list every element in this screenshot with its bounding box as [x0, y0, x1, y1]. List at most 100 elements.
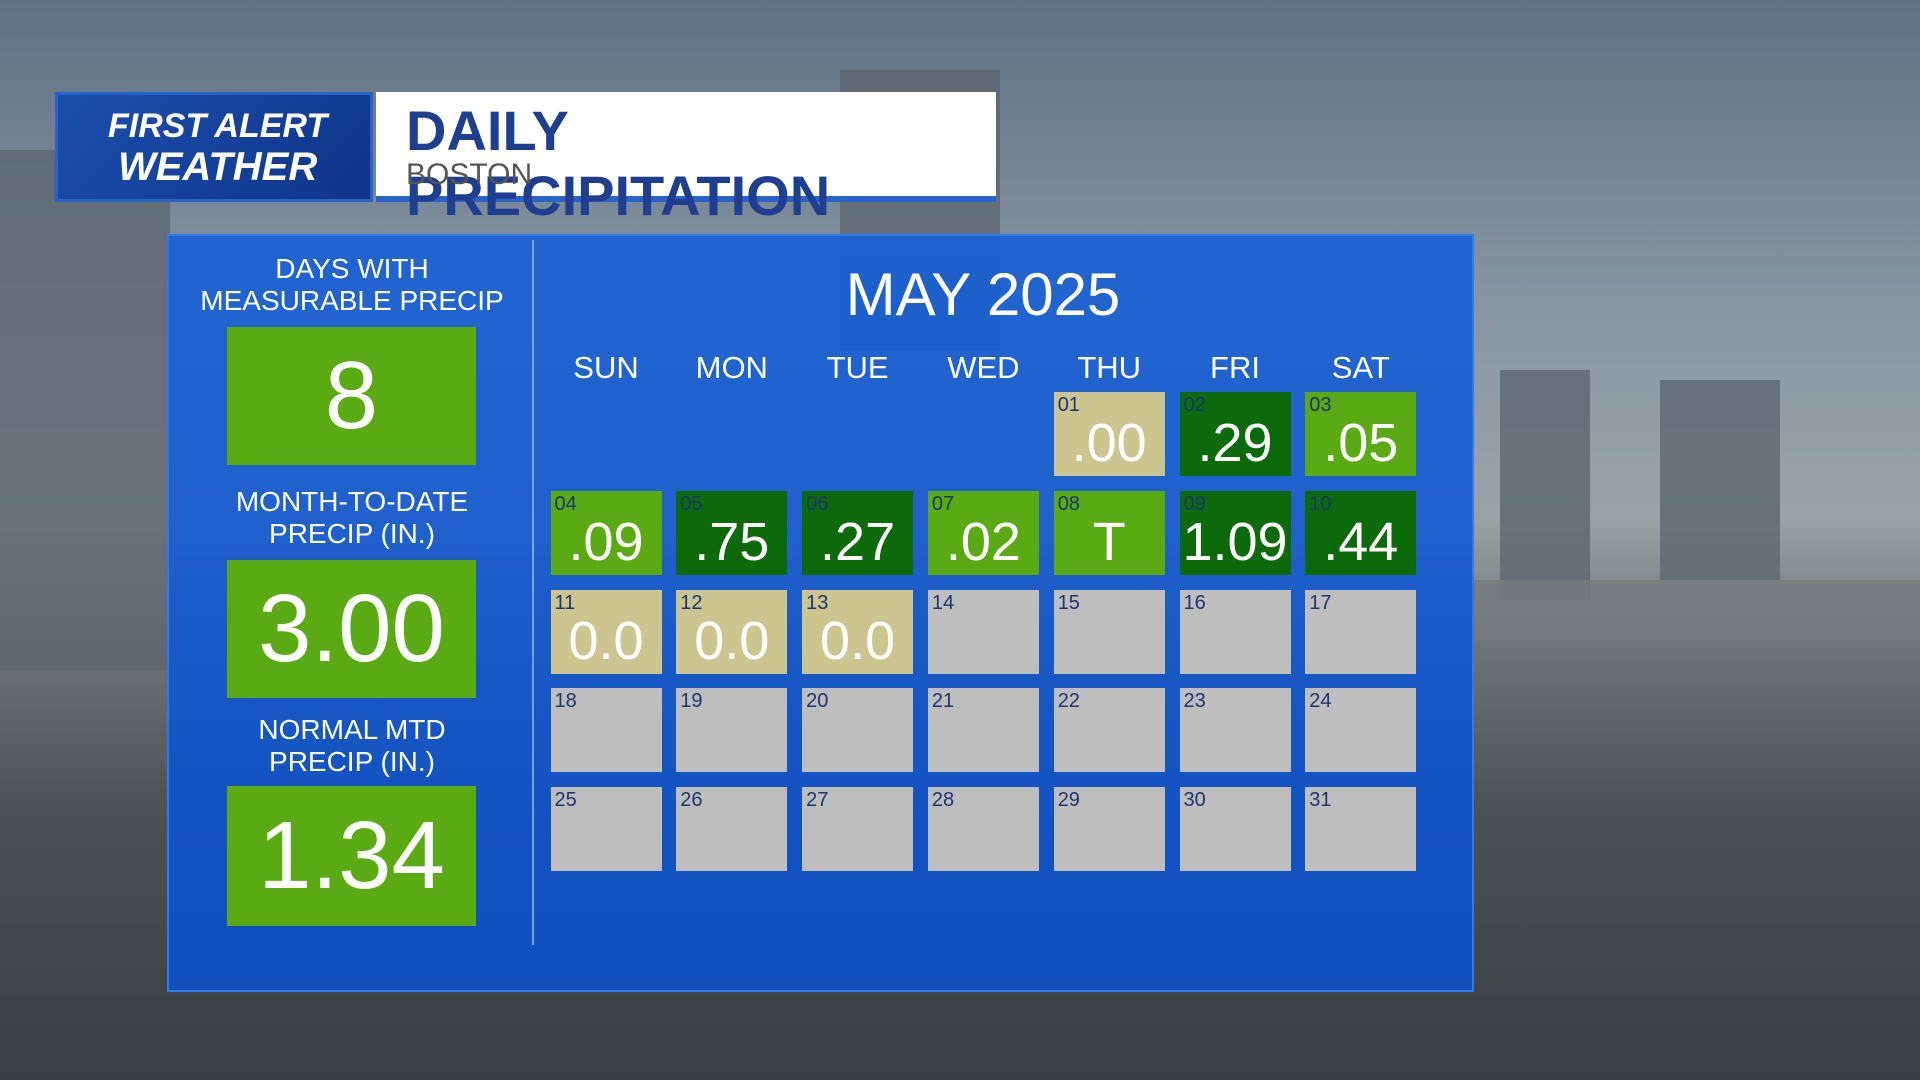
day-number: 15 — [1057, 591, 1080, 614]
day-cell: 15 — [1053, 589, 1165, 674]
day-number: 29 — [1057, 789, 1080, 812]
day-precip: 0.0 — [820, 610, 896, 671]
stat-value: 8 — [227, 327, 476, 465]
day-cell: 01.00 — [1053, 392, 1165, 476]
day-cell: 26 — [676, 787, 788, 872]
day-number: 24 — [1309, 690, 1332, 713]
day-number: 08 — [1057, 492, 1080, 515]
day-cell: 16 — [1179, 589, 1291, 674]
logo: FIRST ALERT WEATHER — [55, 92, 373, 202]
day-cell: 24 — [1305, 688, 1417, 773]
weekday: SUN — [573, 350, 639, 385]
day-number: 31 — [1309, 789, 1332, 812]
day-cell: 31 — [1305, 787, 1417, 872]
weekday: MON — [695, 350, 768, 385]
day-cell: 04.09 — [550, 490, 662, 575]
day-precip: 0.0 — [568, 610, 644, 671]
day-number: 14 — [931, 591, 955, 614]
weekday: FRI — [1210, 350, 1260, 385]
day-cell: 08 T — [1053, 490, 1165, 575]
weekday: TUE — [826, 350, 889, 385]
stat-label: PRECIP (IN.) — [269, 518, 435, 549]
day-cell: 10.44 — [1305, 490, 1417, 575]
day-number: 10 — [1309, 492, 1332, 515]
stat-value: 1.34 — [227, 786, 476, 926]
day-cell: 12 0.0 — [676, 589, 788, 674]
day-number: 12 — [680, 591, 703, 614]
day-cell: 29 — [1053, 787, 1165, 872]
day-precip: 0.0 — [694, 610, 770, 671]
day-number: 02 — [1183, 394, 1206, 416]
day-number: 03 — [1309, 394, 1332, 416]
subtitle: BOSTON — [406, 158, 533, 191]
background-building — [1660, 380, 1780, 580]
day-precip: T — [1092, 511, 1126, 572]
day-precip: .09 — [568, 511, 644, 572]
day-cell: 13 0.0 — [802, 589, 914, 674]
day-number: 30 — [1183, 789, 1206, 812]
day-number: 21 — [931, 690, 955, 713]
day-number: 25 — [554, 789, 577, 812]
day-cell: 17 — [1305, 589, 1417, 674]
logo-line: WEATHER — [118, 145, 318, 189]
day-cell: 21 — [927, 688, 1039, 773]
day-number: 17 — [1309, 591, 1332, 614]
day-number: 09 — [1183, 492, 1206, 515]
day-precip: .00 — [1071, 413, 1147, 473]
day-precip: .29 — [1197, 413, 1273, 473]
day-cell: 07.02 — [927, 490, 1039, 575]
stat-value: 3.00 — [227, 560, 476, 698]
day-cell: 20 — [802, 688, 914, 773]
day-number: 13 — [806, 591, 829, 614]
stat-label: DAYS WITH — [275, 253, 429, 284]
calendar-title: MAY 2025 — [845, 261, 1121, 328]
day-cell: 27 — [802, 787, 914, 872]
day-number: 18 — [554, 690, 577, 713]
weekday: THU — [1077, 350, 1142, 385]
day-number: 20 — [806, 690, 829, 713]
day-precip: .75 — [694, 511, 770, 572]
title-box: DAILY PRECIPITATION BOSTON — [376, 92, 996, 227]
day-cell: 28 — [927, 787, 1039, 872]
day-number: 07 — [931, 492, 955, 515]
weekday: SAT — [1331, 350, 1390, 385]
divider — [532, 240, 534, 945]
day-number: 04 — [554, 492, 577, 515]
day-precip: .05 — [1323, 413, 1399, 473]
day-number: 27 — [806, 789, 829, 812]
day-number: 05 — [680, 492, 703, 515]
day-cell: 11 0.0 — [550, 589, 662, 674]
day-number: 16 — [1183, 591, 1206, 614]
day-precip: 1.09 — [1182, 511, 1288, 572]
day-precip: .27 — [820, 511, 896, 572]
day-cell: 03.05 — [1305, 392, 1417, 476]
day-cell: 23 — [1179, 688, 1291, 773]
stat-label: MEASURABLE PRECIP — [200, 285, 504, 316]
stat-label: NORMAL MTD — [258, 714, 446, 745]
day-number: 23 — [1183, 690, 1206, 713]
stat-label: MONTH-TO-DATE — [235, 486, 469, 517]
day-precip: .44 — [1323, 511, 1399, 572]
day-cell: 30 — [1179, 787, 1291, 872]
day-cell: 18 — [550, 688, 662, 773]
day-cell: 19 — [676, 688, 788, 773]
day-cell: 22 — [1053, 688, 1165, 773]
day-cell: 14 — [927, 589, 1039, 674]
day-number: 19 — [680, 690, 703, 713]
day-precip: .02 — [945, 511, 1021, 572]
day-cell: 05.75 — [676, 490, 788, 575]
day-number: 11 — [554, 591, 576, 614]
day-number: 26 — [680, 789, 703, 812]
day-cell: 09 1.09 — [1179, 490, 1291, 575]
logo-line: FIRST ALERT — [108, 107, 328, 145]
day-cell: 06.27 — [802, 490, 914, 575]
background-building — [1500, 370, 1590, 600]
day-number: 06 — [806, 492, 829, 515]
day-number: 22 — [1057, 690, 1080, 713]
day-cell: 02.29 — [1179, 392, 1291, 476]
day-number: 01 — [1057, 394, 1080, 416]
day-cell: 25 — [550, 787, 662, 872]
background-bridge — [1474, 580, 1920, 640]
day-number: 28 — [931, 789, 955, 812]
